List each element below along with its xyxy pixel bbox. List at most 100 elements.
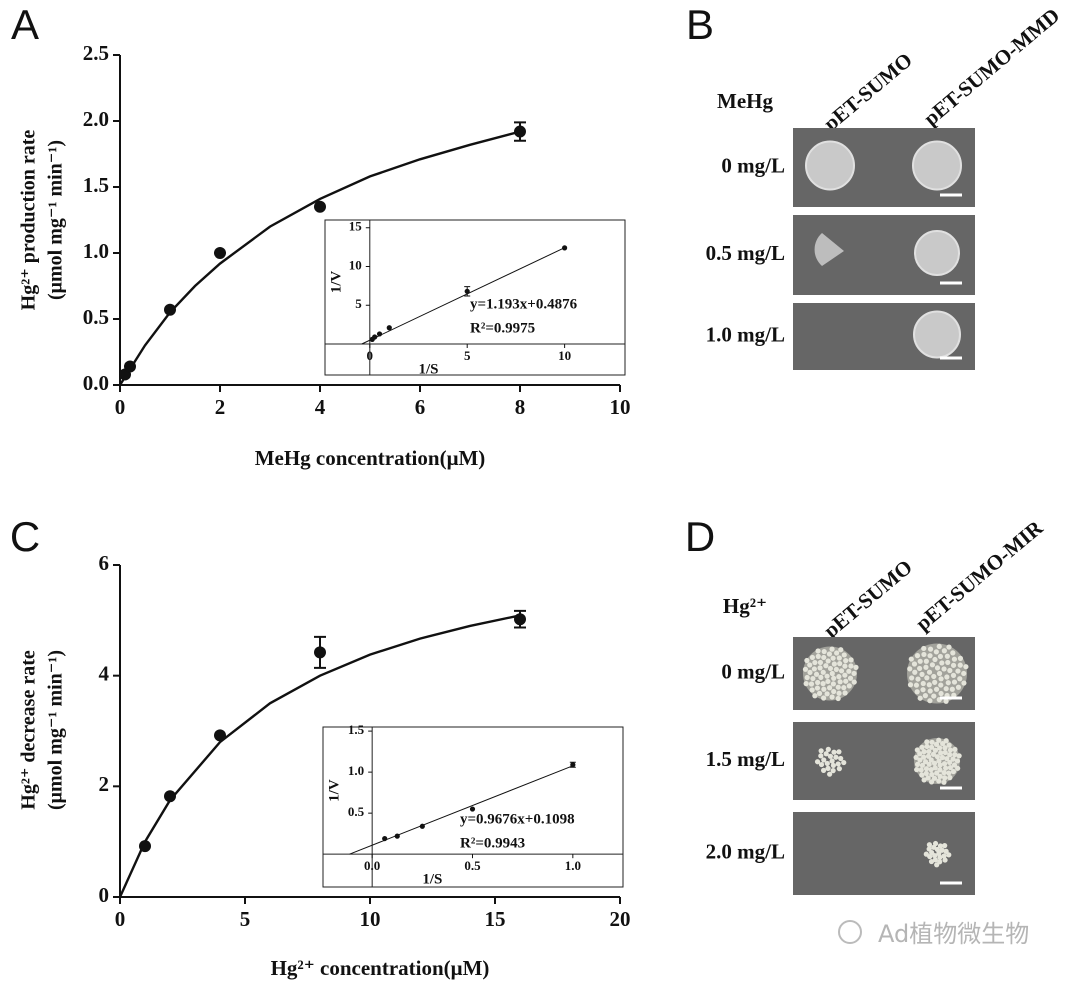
colony-grain — [930, 751, 937, 757]
colony-grain — [831, 661, 837, 667]
colony-grain — [963, 664, 969, 670]
x-tick-label: 8 — [515, 395, 526, 419]
y-tick-label: 0.0 — [83, 371, 109, 395]
colony-grain — [842, 663, 848, 669]
colony-grain — [847, 675, 854, 681]
data-point — [514, 125, 526, 138]
x-axis-title: Hg²⁺ concentration(μM) — [271, 956, 490, 980]
colony-grain — [942, 749, 948, 756]
colony-grain — [915, 676, 921, 682]
colony-grain — [838, 647, 844, 653]
x-tick-label: 0 — [115, 395, 126, 419]
x-axis-title: 1/S — [422, 872, 442, 888]
colony-grain — [823, 663, 829, 669]
colony-grain — [824, 760, 830, 767]
colony-grain — [914, 689, 920, 695]
r-squared: R²=0.9943 — [460, 835, 525, 851]
colony-grain — [843, 658, 849, 664]
data-point — [124, 360, 136, 373]
data-point — [514, 613, 526, 626]
concentration-label: 1.5 mg/L — [706, 747, 785, 771]
colony-grain — [833, 754, 839, 760]
colony-grain — [928, 767, 934, 773]
colony-grain — [921, 777, 927, 783]
colony-grain — [818, 748, 824, 754]
colony-grain — [922, 759, 929, 765]
colony-grain — [946, 770, 952, 776]
colony-grain — [949, 686, 955, 692]
x-tick-label: 0.0 — [364, 858, 380, 873]
colony-grain — [825, 765, 831, 771]
colony-grain — [812, 693, 818, 699]
colony-grain — [937, 773, 943, 779]
colony-grain — [842, 690, 848, 696]
watermark-icon — [838, 920, 862, 944]
y-tick-label: 0 — [99, 883, 110, 907]
colony-grain — [932, 679, 938, 685]
colony-grain — [923, 664, 929, 670]
colony-grain — [817, 659, 824, 666]
colony-grain — [917, 695, 923, 701]
colony-grain — [955, 765, 961, 771]
colony-grain — [831, 688, 837, 695]
data-point — [382, 835, 388, 842]
colony-grain — [807, 662, 813, 668]
colony-grain — [941, 666, 947, 672]
colony-grain — [939, 847, 945, 853]
colony-grain — [820, 669, 826, 675]
colony-grain — [827, 685, 833, 691]
data-point — [570, 762, 576, 768]
colony-grain — [955, 684, 962, 690]
y-tick-label: 1.5 — [83, 173, 109, 197]
data-point — [139, 840, 151, 853]
colony-grain — [938, 750, 944, 756]
colony-grain — [945, 680, 951, 686]
panel-label: B — [686, 1, 714, 48]
colony — [912, 140, 962, 191]
colony-grain — [923, 658, 929, 664]
colony — [913, 310, 961, 359]
colony-grain — [946, 742, 952, 748]
colony-grain — [950, 756, 956, 762]
colony-grain — [926, 761, 932, 767]
y-tick-label: 5 — [355, 296, 362, 311]
colony-grain — [821, 686, 827, 692]
colony-grain — [937, 653, 944, 660]
colony-grain — [936, 758, 942, 764]
colony-grain — [818, 753, 824, 759]
colony-grain — [815, 679, 821, 686]
colony-grain — [848, 663, 854, 669]
colony — [814, 233, 844, 266]
colony-grain — [939, 660, 945, 666]
colony-grain — [829, 646, 835, 652]
colony-grain — [810, 675, 816, 682]
colony-grain — [853, 664, 859, 670]
colony-grain — [937, 843, 944, 849]
colony-grain — [932, 765, 938, 771]
colony-grain — [820, 681, 826, 687]
colony-grain — [938, 676, 944, 682]
colony-grain — [812, 659, 818, 666]
x-tick-label: 0 — [367, 348, 374, 363]
colony-grain — [956, 753, 962, 759]
colony-grain — [830, 762, 837, 769]
colony-grain — [941, 770, 947, 776]
colony — [805, 140, 855, 191]
colony-grain — [925, 775, 931, 781]
colony-grain — [831, 749, 837, 755]
data-point — [164, 790, 176, 803]
colony-grain — [804, 657, 810, 664]
colony-grain — [825, 746, 831, 752]
colony-grain — [912, 669, 918, 675]
colony-grain — [947, 747, 953, 753]
colony-grain — [831, 675, 837, 681]
data-point — [314, 646, 326, 659]
colony-grain — [945, 659, 951, 666]
colony-grain — [942, 857, 948, 863]
panel-label: C — [10, 513, 40, 560]
colony-grain — [941, 853, 947, 859]
colony-grain — [929, 771, 935, 778]
colony-grain — [926, 842, 933, 848]
colony-grain — [907, 666, 913, 672]
colony-grain — [931, 775, 938, 781]
